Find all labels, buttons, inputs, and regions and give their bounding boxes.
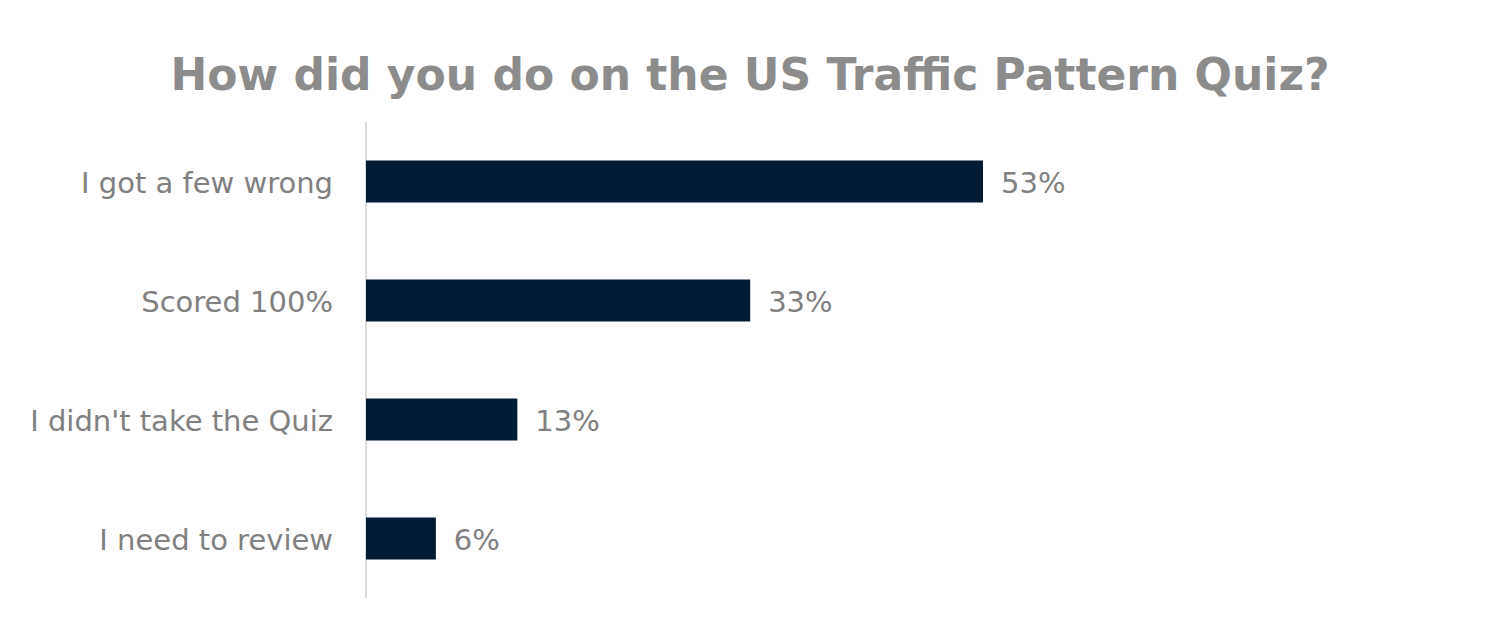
bars [366,161,983,560]
data-label: 53% [1001,166,1065,200]
category-label: I need to review [99,523,333,557]
bar [366,518,436,560]
category-label: Scored 100% [141,285,333,319]
chart: How did you do on the US Traffic Pattern… [0,0,1500,629]
category-label: I didn't take the Quiz [30,404,333,438]
data-label: 13% [535,404,599,438]
title: How did you do on the US Traffic Pattern… [170,49,1329,100]
bar [366,399,517,441]
bar [366,161,983,203]
data-label: 33% [768,285,832,319]
category-label: I got a few wrong [81,166,333,200]
bar [366,280,750,322]
data-label: 6% [454,523,500,557]
